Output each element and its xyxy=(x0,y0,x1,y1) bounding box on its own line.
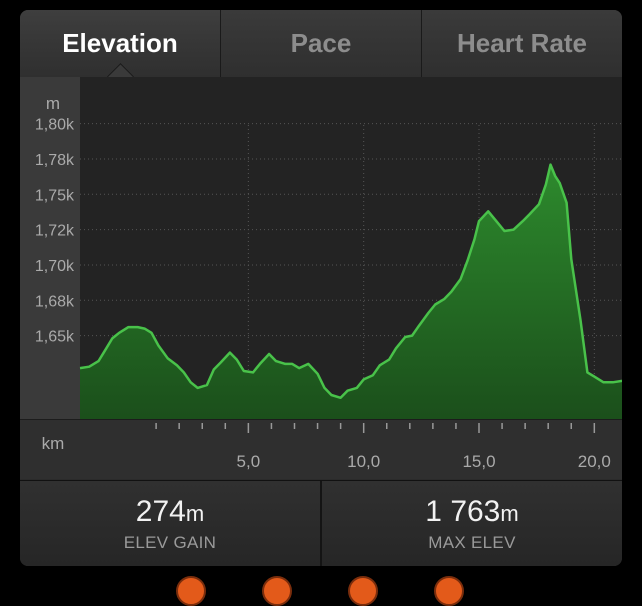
page-indicator-dots xyxy=(0,570,642,606)
page-dot[interactable] xyxy=(262,576,292,606)
stat-value-wrap: 1 763m xyxy=(425,495,518,531)
stat-value-wrap: 274m xyxy=(136,495,204,531)
y-tick-label: 1,80k xyxy=(35,117,75,134)
elev-gain-unit: m xyxy=(185,501,205,526)
elevation-area xyxy=(80,164,622,419)
max-elev-value: 1 763 xyxy=(425,495,501,528)
max-elev-unit: m xyxy=(500,501,519,526)
y-tick-label: 1,75k xyxy=(35,187,75,204)
elevation-line xyxy=(79,163,622,400)
y-tick-label: 1,72k xyxy=(35,223,75,240)
y-tick-label: 1,65k xyxy=(35,329,75,346)
x-axis-panel xyxy=(20,419,622,479)
elevation-chart[interactable]: m 1,65k 1,68k 1,70k 1,72k 1,75k 1,78k 1,80k km 5,… xyxy=(20,77,622,479)
stats-bar: 274m ELEV GAIN 1 763m MAX ELEV xyxy=(20,480,622,566)
chart-tabs: Elevation Pace Heart Rate xyxy=(20,10,622,77)
y-tick-label: 1,68k xyxy=(35,293,75,310)
y-tick-label: 1,70k xyxy=(35,258,75,275)
max-elev-label: MAX ELEV xyxy=(428,533,516,552)
tab-heart-rate[interactable]: Heart Rate xyxy=(422,10,622,77)
y-axis-title: m xyxy=(46,94,60,113)
elevation-chart-svg: m 1,65k 1,68k 1,70k 1,72k 1,75k 1,78k 1,80k km 5,… xyxy=(20,94,622,479)
x-tick-label: 20,0 xyxy=(578,452,611,471)
elevation-card: Elevation Pace Heart Rate m 1,65k 1,68k 1,7… xyxy=(20,10,622,566)
stat-max-elev: 1 763m MAX ELEV xyxy=(320,481,622,566)
x-tick-label: 5,0 xyxy=(237,452,261,471)
y-tick-label: 1,78k xyxy=(35,152,75,169)
elev-gain-value: 274 xyxy=(135,495,186,528)
x-tick-label: 10,0 xyxy=(347,452,380,471)
x-tick-label: 15,0 xyxy=(462,452,495,471)
tab-pace[interactable]: Pace xyxy=(221,10,422,77)
elev-gain-label: ELEV GAIN xyxy=(123,533,217,552)
page-dot[interactable] xyxy=(348,576,378,606)
page-dot[interactable] xyxy=(176,576,206,606)
page-dot[interactable] xyxy=(434,576,464,606)
x-axis-title: km xyxy=(42,434,65,453)
y-axis-panel xyxy=(20,77,80,419)
stat-elev-gain: 274m ELEV GAIN xyxy=(20,481,320,566)
